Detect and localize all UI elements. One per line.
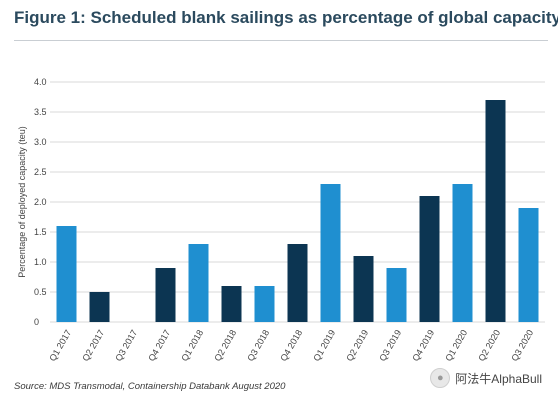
- source-note: Source: MDS Transmodal, Containership Da…: [14, 381, 286, 392]
- watermark: ● 阿法牛AlphaBull: [430, 368, 542, 388]
- bar: [320, 184, 341, 322]
- y-tick-label: 4.0: [34, 77, 47, 87]
- bar: [254, 286, 275, 322]
- x-tick-label: Q1 2017: [47, 328, 73, 363]
- bar: [188, 244, 209, 322]
- chart-title: Figure 1: Scheduled blank sailings as pe…: [14, 8, 558, 27]
- wechat-icon: ●: [430, 368, 451, 388]
- x-tick-label: Q4 2018: [278, 328, 304, 363]
- y-axis-label: Percentage of deployed capacity (teu): [17, 126, 27, 278]
- y-tick-label: 3.5: [34, 107, 47, 117]
- bar: [353, 256, 374, 322]
- x-tick-label: Q2 2018: [212, 328, 238, 363]
- y-tick-label: 3.0: [34, 137, 47, 147]
- x-tick-label: Q3 2020: [509, 328, 535, 363]
- bar: [287, 244, 308, 322]
- bar: [155, 268, 176, 322]
- x-tick-label: Q3 2017: [113, 328, 139, 363]
- x-tick-label: Q3 2019: [377, 328, 403, 363]
- bar: [452, 184, 473, 322]
- bar: [56, 226, 77, 322]
- y-tick-label: 2.5: [34, 167, 47, 177]
- y-tick-label: 0.5: [34, 287, 47, 297]
- x-tick-label: Q2 2017: [80, 328, 106, 363]
- x-tick-label: Q1 2019: [311, 328, 337, 363]
- x-tick-label: Q1 2020: [443, 328, 469, 363]
- title-divider: [14, 40, 548, 41]
- y-tick-label: 1.0: [34, 257, 47, 267]
- y-tick-label: 2.0: [34, 197, 47, 207]
- x-tick-label: Q2 2019: [344, 328, 370, 363]
- x-tick-label: Q2 2020: [476, 328, 502, 363]
- y-tick-label: 1.5: [34, 227, 47, 237]
- x-tick-label: Q1 2018: [179, 328, 205, 363]
- bar: [89, 292, 110, 322]
- y-tick-label: 0: [34, 317, 39, 327]
- bar: [419, 196, 440, 322]
- x-tick-label: Q4 2019: [410, 328, 436, 363]
- x-tick-label: Q4 2017: [146, 328, 172, 363]
- bar: [485, 100, 506, 322]
- bar: [518, 208, 539, 322]
- bar: [386, 268, 407, 322]
- bar: [221, 286, 242, 322]
- x-tick-label: Q3 2018: [245, 328, 271, 363]
- watermark-text: 阿法牛AlphaBull: [455, 371, 542, 386]
